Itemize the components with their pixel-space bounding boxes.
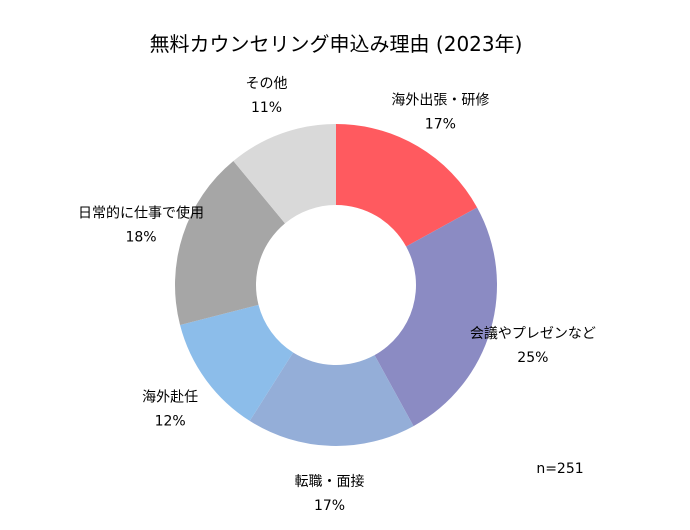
slice-percent-5: 11%: [251, 100, 282, 116]
slice-label-5: その他: [246, 76, 288, 92]
slice-label-1: 会議やプレゼンなど: [470, 325, 596, 342]
slice-label-4: 日常的に仕事で使用: [78, 205, 204, 222]
chart-title: 無料カウンセリング申込み理由 (2023年): [150, 32, 523, 56]
slice-label-3: 海外赴任: [142, 389, 198, 405]
labels-group: 海外出張・研修 17% 会議やプレゼンなど 25% 転職・面接 17% 海外赴任 12% 日常的…: [78, 76, 596, 514]
slice-percent-4: 18%: [125, 230, 156, 246]
donut-slice-2: [249, 352, 414, 446]
donut-slice-1: [374, 207, 498, 427]
donut-slice-0: [336, 124, 478, 247]
slice-percent-0: 17%: [425, 117, 456, 133]
sample-size-note: n=251: [536, 461, 583, 477]
donut-slice-4: [175, 160, 286, 326]
slice-percent-2: 17%: [314, 498, 345, 514]
donut-slice-3: [180, 304, 294, 421]
slices-group: [175, 124, 498, 446]
slice-label-0: 海外出張・研修: [391, 93, 489, 109]
slice-label-2: 転職・面接: [295, 473, 365, 490]
slice-percent-3: 12%: [155, 413, 186, 429]
slice-percent-1: 25%: [517, 350, 548, 366]
donut-slice-5: [233, 124, 336, 224]
